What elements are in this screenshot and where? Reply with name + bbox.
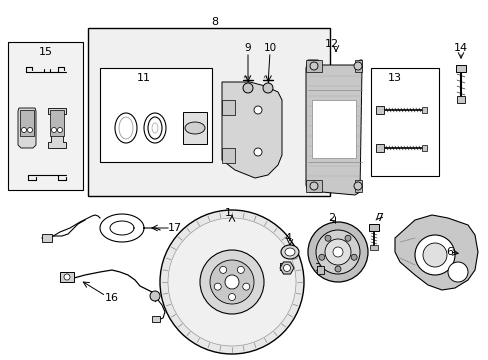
Ellipse shape [152,123,158,133]
Text: 13: 13 [387,73,401,83]
Circle shape [253,148,262,156]
Circle shape [315,230,359,274]
Bar [369,245,377,250]
Bar [100,68,212,162]
Polygon shape [354,60,361,72]
Polygon shape [394,215,477,290]
Text: 2: 2 [328,213,335,223]
Circle shape [209,260,253,304]
Bar [42,234,52,242]
Text: 8: 8 [211,17,218,27]
Circle shape [150,291,160,301]
Circle shape [353,62,361,70]
Circle shape [242,283,249,290]
Circle shape [224,275,239,289]
Bar [8,42,83,190]
Ellipse shape [281,245,298,259]
Bar [455,65,465,72]
Text: 11: 11 [137,73,151,83]
Ellipse shape [184,122,204,134]
Circle shape [309,182,317,190]
Text: 1: 1 [224,208,231,218]
Circle shape [334,266,340,272]
Bar [60,272,74,282]
Circle shape [237,266,244,273]
Circle shape [332,247,342,257]
Ellipse shape [119,117,133,139]
Text: 10: 10 [263,43,276,53]
Polygon shape [222,82,282,178]
Circle shape [414,235,454,275]
Circle shape [345,235,350,241]
Text: 12: 12 [324,39,338,49]
Bar [421,107,426,113]
Text: 17: 17 [167,223,182,233]
Polygon shape [305,180,321,192]
Circle shape [219,266,226,273]
Ellipse shape [115,113,137,143]
Circle shape [51,127,57,132]
Text: 3: 3 [314,263,321,273]
Bar [375,144,383,152]
Polygon shape [48,108,66,148]
Bar [316,266,324,274]
Circle shape [309,62,317,70]
Circle shape [307,222,367,282]
Ellipse shape [148,117,162,139]
Bar [370,68,438,176]
Circle shape [447,262,467,282]
Text: 7: 7 [376,213,383,223]
Circle shape [283,265,290,271]
Polygon shape [354,180,361,192]
Polygon shape [280,262,293,274]
Ellipse shape [143,113,165,143]
Text: 16: 16 [105,293,119,303]
Circle shape [422,243,446,267]
Circle shape [325,239,350,265]
Circle shape [318,254,324,260]
Circle shape [21,127,26,132]
Text: 15: 15 [39,47,53,57]
Circle shape [168,218,295,346]
Circle shape [253,106,262,114]
Circle shape [58,127,62,132]
Polygon shape [305,60,361,195]
Circle shape [200,250,264,314]
Bar [311,100,355,158]
Circle shape [64,274,70,280]
Polygon shape [50,110,64,136]
Bar [368,224,378,231]
Bar [88,28,329,196]
Text: 4: 4 [284,233,291,243]
Polygon shape [222,100,235,115]
Circle shape [353,182,361,190]
Text: 6: 6 [446,247,452,257]
Bar [183,112,206,144]
Circle shape [228,293,235,301]
Circle shape [243,83,252,93]
Polygon shape [222,148,235,163]
Circle shape [325,235,330,241]
Bar [375,106,383,114]
Text: 5: 5 [278,263,285,273]
Polygon shape [305,60,321,72]
Circle shape [350,254,356,260]
Text: 9: 9 [244,43,251,53]
Circle shape [160,210,304,354]
Bar [456,96,464,103]
Ellipse shape [285,248,294,256]
Polygon shape [20,110,34,136]
Bar [421,145,426,151]
Circle shape [263,83,272,93]
Circle shape [214,283,221,290]
Text: 14: 14 [453,43,467,53]
Bar [152,316,160,322]
Polygon shape [18,108,36,148]
Circle shape [27,127,32,132]
